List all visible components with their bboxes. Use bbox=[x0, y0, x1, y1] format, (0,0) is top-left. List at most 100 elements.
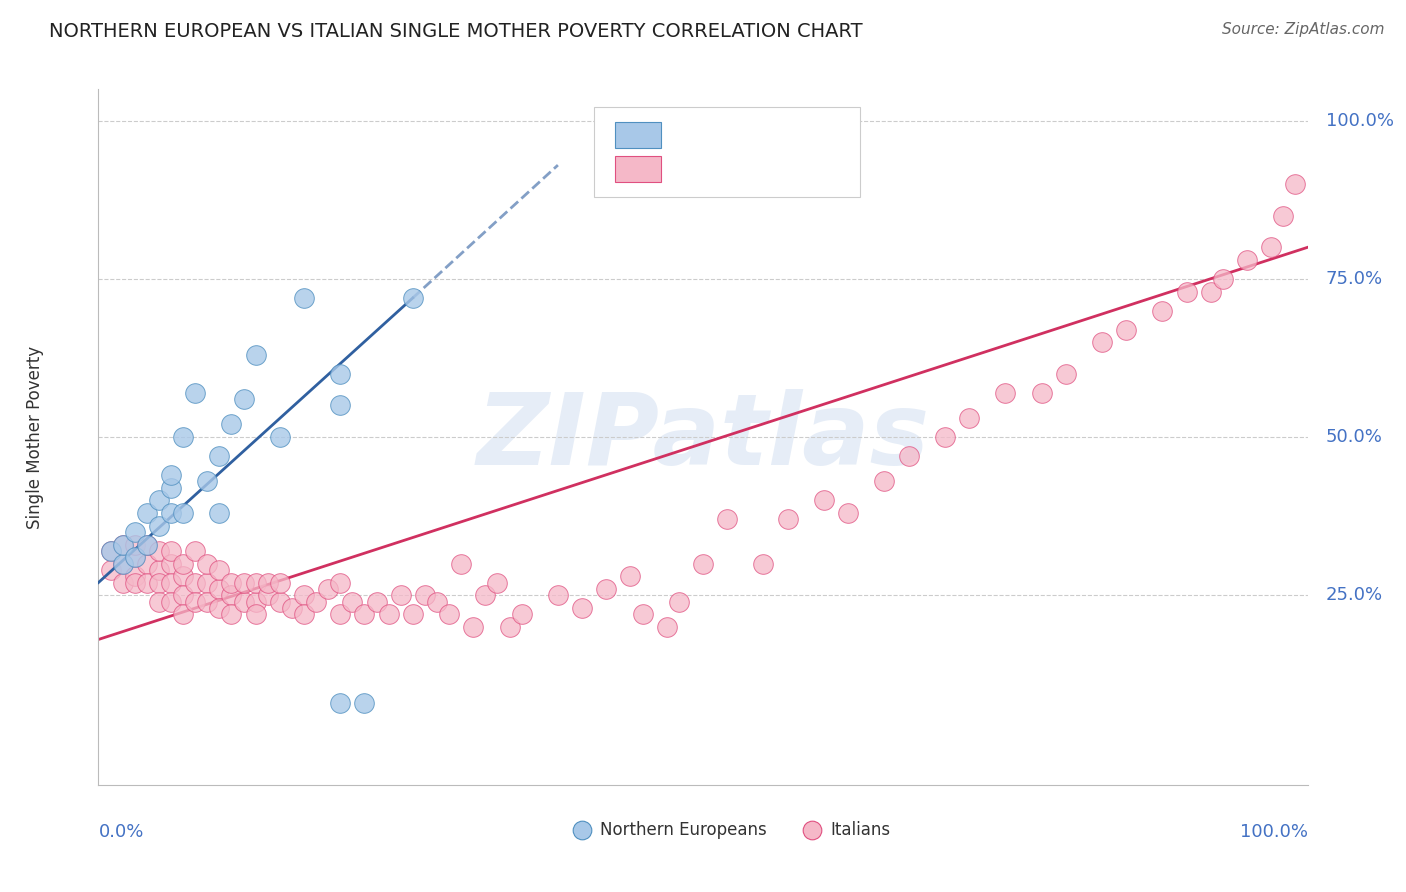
Point bbox=[292, 607, 315, 622]
Text: R = 0.549   N = 97: R = 0.549 N = 97 bbox=[675, 158, 846, 176]
Point bbox=[208, 600, 231, 615]
Point bbox=[813, 493, 835, 508]
Point bbox=[100, 544, 122, 558]
Point bbox=[172, 557, 194, 571]
Point bbox=[389, 588, 412, 602]
Point bbox=[184, 575, 207, 590]
Point bbox=[353, 607, 375, 622]
Point bbox=[124, 575, 146, 590]
FancyBboxPatch shape bbox=[595, 106, 860, 197]
Point bbox=[160, 506, 183, 520]
Point bbox=[269, 594, 291, 608]
Point bbox=[776, 512, 799, 526]
Point bbox=[111, 557, 134, 571]
Point bbox=[752, 557, 775, 571]
Point bbox=[934, 430, 956, 444]
Point bbox=[1091, 335, 1114, 350]
Point bbox=[1272, 209, 1295, 223]
Point bbox=[655, 620, 678, 634]
Point bbox=[716, 512, 738, 526]
Point bbox=[184, 594, 207, 608]
Point bbox=[195, 594, 218, 608]
Point bbox=[498, 620, 520, 634]
Point bbox=[148, 493, 170, 508]
Point bbox=[148, 563, 170, 577]
Point bbox=[232, 594, 254, 608]
Point bbox=[245, 594, 267, 608]
Point bbox=[232, 575, 254, 590]
Point bbox=[329, 607, 352, 622]
Bar bbox=[614, 156, 661, 183]
Point bbox=[463, 620, 485, 634]
Point bbox=[631, 607, 654, 622]
Point bbox=[148, 594, 170, 608]
Point bbox=[160, 594, 183, 608]
Point bbox=[172, 430, 194, 444]
Text: 100.0%: 100.0% bbox=[1240, 823, 1308, 841]
Point bbox=[208, 449, 231, 463]
Point bbox=[329, 399, 352, 413]
Point bbox=[160, 557, 183, 571]
Point bbox=[329, 696, 352, 710]
Point bbox=[668, 594, 690, 608]
Point bbox=[571, 788, 593, 802]
Point bbox=[208, 506, 231, 520]
Point bbox=[148, 544, 170, 558]
Point bbox=[316, 582, 339, 596]
Point bbox=[1031, 385, 1053, 400]
Point bbox=[571, 600, 593, 615]
Point bbox=[245, 575, 267, 590]
Text: Source: ZipAtlas.com: Source: ZipAtlas.com bbox=[1222, 22, 1385, 37]
Point bbox=[256, 588, 278, 602]
Point bbox=[329, 575, 352, 590]
Point bbox=[1152, 303, 1174, 318]
Point bbox=[111, 557, 134, 571]
Point bbox=[135, 575, 157, 590]
Point bbox=[353, 696, 375, 710]
Point bbox=[619, 569, 641, 583]
Point bbox=[377, 607, 399, 622]
Bar bbox=[614, 122, 661, 148]
Point bbox=[281, 600, 304, 615]
Point bbox=[1236, 252, 1258, 267]
Point bbox=[402, 291, 425, 305]
Text: 50.0%: 50.0% bbox=[1326, 428, 1382, 446]
Point bbox=[148, 518, 170, 533]
Point bbox=[1284, 177, 1306, 191]
Point bbox=[208, 582, 231, 596]
Point bbox=[172, 506, 194, 520]
Point bbox=[692, 557, 714, 571]
Point bbox=[510, 607, 533, 622]
Point bbox=[221, 607, 243, 622]
Point bbox=[1199, 285, 1222, 299]
Point bbox=[1115, 322, 1137, 336]
Point bbox=[135, 506, 157, 520]
Point bbox=[994, 385, 1017, 400]
Point bbox=[305, 594, 328, 608]
Point bbox=[172, 607, 194, 622]
Point bbox=[124, 524, 146, 539]
Point bbox=[595, 582, 617, 596]
Point bbox=[124, 550, 146, 565]
Point bbox=[232, 392, 254, 406]
Point bbox=[292, 291, 315, 305]
Point bbox=[486, 575, 509, 590]
Point bbox=[366, 594, 388, 608]
Point bbox=[1054, 367, 1077, 381]
Point bbox=[195, 475, 218, 489]
Point bbox=[269, 575, 291, 590]
Point bbox=[111, 538, 134, 552]
Text: 25.0%: 25.0% bbox=[1326, 586, 1384, 604]
Text: Northern Europeans: Northern Europeans bbox=[600, 822, 766, 839]
Point bbox=[426, 594, 449, 608]
Point bbox=[184, 385, 207, 400]
Point bbox=[195, 575, 218, 590]
Point bbox=[897, 449, 920, 463]
Point bbox=[245, 607, 267, 622]
Point bbox=[172, 588, 194, 602]
Point bbox=[474, 588, 496, 602]
Point bbox=[256, 575, 278, 590]
Point bbox=[160, 575, 183, 590]
Point bbox=[873, 475, 896, 489]
Point bbox=[450, 557, 472, 571]
